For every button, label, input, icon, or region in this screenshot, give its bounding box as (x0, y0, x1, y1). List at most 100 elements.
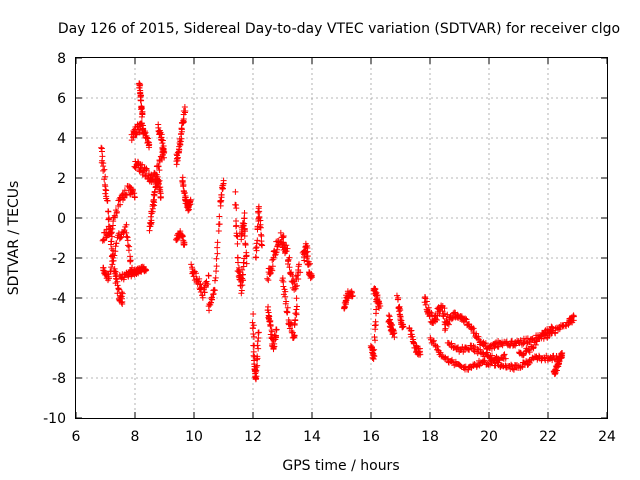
data-point-marker (389, 322, 396, 329)
data-point-marker (371, 334, 378, 341)
data-point-marker (143, 267, 150, 274)
data-point-marker (109, 225, 116, 232)
data-point-marker (371, 352, 378, 359)
data-point-marker (284, 245, 291, 252)
data-point-marker (422, 301, 429, 308)
data-point-marker (123, 221, 130, 228)
data-point-marker (287, 321, 294, 328)
data-point-marker (533, 338, 540, 345)
data-point-marker (199, 294, 206, 301)
data-point-marker (423, 298, 430, 305)
data-point-marker (282, 293, 289, 300)
data-point-marker (181, 241, 188, 248)
data-point-marker (214, 244, 221, 251)
data-point-marker (268, 328, 275, 335)
data-point-marker (293, 282, 300, 289)
data-point-marker (103, 187, 110, 194)
data-point-marker (282, 300, 289, 307)
data-point-marker (151, 196, 158, 203)
data-point-marker (291, 332, 298, 339)
data-point-marker (114, 282, 121, 289)
data-point-marker (240, 277, 247, 284)
data-point-marker (218, 191, 225, 198)
data-point-marker (288, 269, 295, 276)
data-point-marker (108, 230, 115, 237)
data-point-marker (445, 321, 452, 328)
data-point-marker (187, 196, 194, 203)
data-point-marker (293, 310, 300, 317)
data-point-marker (308, 272, 315, 279)
data-point-marker (102, 183, 109, 190)
data-point-marker (250, 322, 257, 329)
data-point-marker (115, 285, 122, 292)
data-point-marker (143, 166, 150, 173)
data-point-marker (267, 322, 274, 329)
data-point-marker (157, 193, 164, 200)
data-point-marker (143, 167, 150, 174)
data-point-marker (113, 240, 120, 247)
data-point-marker (286, 254, 293, 261)
data-point-marker (213, 263, 220, 270)
y-tick-label: -6 (52, 331, 66, 347)
data-point-marker (372, 318, 379, 325)
data-point-marker (124, 242, 131, 249)
data-point-marker (284, 309, 291, 316)
data-point-marker (115, 286, 122, 293)
data-point-marker (250, 333, 257, 340)
y-tick-label: 2 (57, 171, 66, 187)
data-point-marker (269, 256, 276, 263)
data-point-marker (146, 141, 153, 148)
data-point-marker (155, 163, 162, 170)
data-point-marker (113, 276, 120, 283)
data-point-marker (448, 316, 455, 323)
data-point-marker (254, 237, 261, 244)
data-point-marker (388, 320, 395, 327)
data-point-marker (238, 287, 245, 294)
data-point-marker (210, 290, 217, 297)
data-point-marker (442, 354, 449, 361)
data-point-marker (104, 197, 111, 204)
data-point-marker (495, 343, 502, 350)
data-point-marker (442, 325, 449, 332)
data-point-marker (249, 319, 256, 326)
data-point-marker (124, 272, 131, 279)
data-point-marker (108, 238, 115, 245)
data-point-marker (128, 137, 135, 144)
data-point-marker (139, 110, 146, 117)
data-point-marker (215, 227, 222, 234)
data-point-marker (306, 260, 313, 267)
data-point-marker (121, 194, 128, 201)
data-point-marker (280, 234, 287, 241)
data-point-marker (253, 240, 260, 247)
data-point-marker (270, 343, 277, 350)
chart-grid (76, 58, 607, 418)
data-point-marker (286, 269, 293, 276)
x-tick-label: 8 (131, 429, 140, 445)
data-point-marker (124, 234, 131, 241)
data-point-marker (157, 184, 164, 191)
data-point-marker (241, 220, 248, 227)
data-point-marker (196, 278, 203, 285)
data-point-marker (439, 353, 446, 360)
data-point-marker (425, 304, 432, 311)
data-point-marker (123, 192, 130, 199)
data-point-marker (211, 277, 218, 284)
data-point-marker (280, 278, 287, 285)
data-point-marker (258, 232, 265, 239)
data-point-marker (193, 270, 200, 277)
data-point-marker (102, 173, 109, 180)
data-point-marker (209, 294, 216, 301)
x-tick-label: 20 (480, 429, 498, 445)
data-point-marker (177, 228, 184, 235)
data-point-marker (178, 130, 185, 137)
data-points (98, 80, 577, 383)
data-point-marker (570, 312, 577, 319)
data-point-marker (289, 329, 296, 336)
data-point-marker (257, 224, 264, 231)
data-point-marker (265, 277, 272, 284)
data-point-marker (372, 337, 379, 344)
data-point-marker (240, 259, 247, 266)
data-point-marker (448, 340, 455, 347)
data-point-marker (284, 261, 291, 268)
data-point-marker (568, 318, 575, 325)
